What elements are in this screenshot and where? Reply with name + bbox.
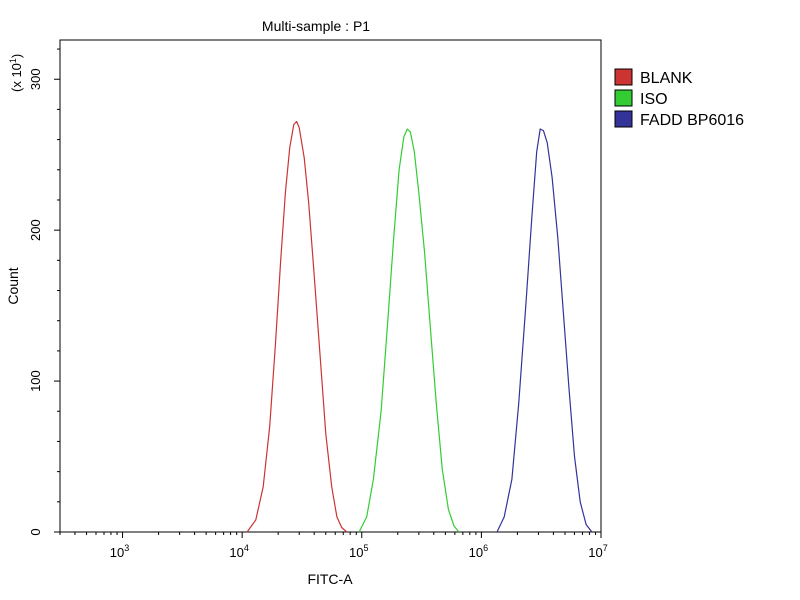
x-tick-base: 10 [349,545,363,560]
y-tick-label: 100 [28,370,43,392]
legend-swatch [614,68,633,86]
x-tick-exp: 6 [483,543,488,553]
series-line-fadd-bp6016 [496,128,593,533]
x-tick-label: 106 [469,543,488,560]
y-multiplier-base: (x 10 [9,63,24,92]
x-tick-base: 10 [110,545,124,560]
plot-frame [59,39,602,533]
x-tick-exp: 7 [603,543,608,553]
y-axis-multiplier: (x 101) [8,54,24,92]
series-line-blank [246,120,348,533]
legend: BLANK ISO FADD BP6016 [614,68,744,129]
y-axis-ticks: 0 100 200 300 [28,48,60,536]
y-tick-label: 200 [28,219,43,241]
chart-title: Multi-sample : P1 [262,18,370,34]
legend-label: ISO [640,91,668,108]
svg-text:(x 101): (x 101) [8,54,24,92]
legend-swatch [614,110,633,128]
x-tick-label: 105 [349,543,368,560]
x-axis-label: FITC-A [307,571,353,587]
y-multiplier-close: ) [9,54,24,58]
y-tick-label: 0 [28,528,43,535]
x-tick-exp: 4 [244,543,249,553]
y-tick-label: 300 [28,68,43,90]
x-axis-ticks: 103 104 105 106 107 [59,532,608,560]
series-line-iso [358,128,460,533]
y-axis-label: Count [5,267,21,304]
x-tick-label: 107 [588,543,607,560]
legend-swatch [614,89,633,107]
x-tick-base: 10 [229,545,243,560]
y-multiplier-exp: 1 [8,58,18,63]
x-tick-label: 103 [110,543,129,560]
x-tick-base: 10 [588,545,602,560]
x-tick-label: 104 [229,543,248,560]
series-layer [246,120,593,533]
x-tick-exp: 5 [363,543,368,553]
legend-label: BLANK [640,70,693,87]
legend-label: FADD BP6016 [640,112,744,129]
x-tick-base: 10 [469,545,483,560]
x-tick-exp: 3 [124,543,129,553]
